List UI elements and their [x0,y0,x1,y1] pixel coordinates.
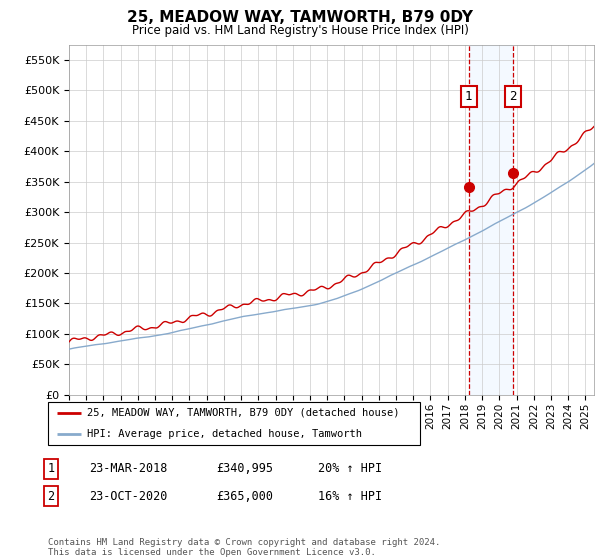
Text: HPI: Average price, detached house, Tamworth: HPI: Average price, detached house, Tamw… [87,429,362,439]
Text: 16% ↑ HPI: 16% ↑ HPI [318,489,382,503]
Text: £365,000: £365,000 [216,489,273,503]
Text: 2: 2 [47,489,55,503]
Text: 25, MEADOW WAY, TAMWORTH, B79 0DY (detached house): 25, MEADOW WAY, TAMWORTH, B79 0DY (detac… [87,408,400,418]
Text: 25, MEADOW WAY, TAMWORTH, B79 0DY: 25, MEADOW WAY, TAMWORTH, B79 0DY [127,10,473,25]
Text: 20% ↑ HPI: 20% ↑ HPI [318,462,382,475]
Text: 23-MAR-2018: 23-MAR-2018 [89,462,167,475]
Text: 23-OCT-2020: 23-OCT-2020 [89,489,167,503]
Bar [469,45,513,395]
Text: Price paid vs. HM Land Registry's House Price Index (HPI): Price paid vs. HM Land Registry's House … [131,24,469,36]
Text: 2: 2 [509,90,517,103]
Text: 1: 1 [465,90,472,103]
Text: Contains HM Land Registry data © Crown copyright and database right 2024.
This d: Contains HM Land Registry data © Crown c… [48,538,440,557]
Text: £340,995: £340,995 [216,462,273,475]
FancyBboxPatch shape [48,402,420,445]
Text: 1: 1 [47,462,55,475]
